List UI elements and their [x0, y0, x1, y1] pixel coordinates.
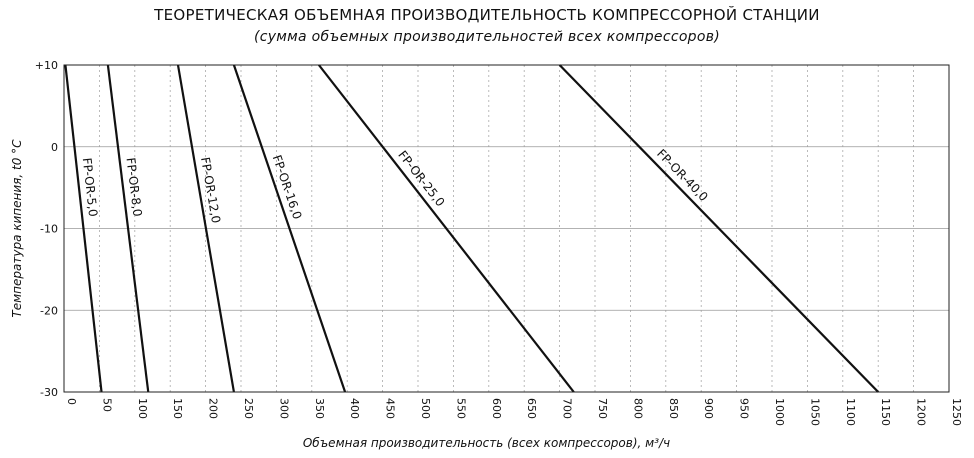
x-tick-label: 650: [525, 398, 538, 419]
series-label: FP-OR-12,0: [198, 156, 223, 224]
x-tick-label: 1000: [773, 398, 786, 426]
x-tick-label: 350: [313, 398, 326, 419]
series-label: FP-OR-40,0: [654, 146, 711, 204]
x-tick-label: 950: [738, 398, 751, 419]
x-tick-label: 1200: [915, 398, 928, 426]
x-tick-label: 850: [667, 398, 680, 419]
x-tick-label: 100: [136, 398, 149, 419]
x-tick-label: 800: [631, 398, 644, 419]
y-tick-label: -10: [40, 223, 58, 236]
x-tick-label: 250: [242, 398, 255, 419]
x-tick-label: 200: [207, 398, 220, 419]
chart-title: ТЕОРЕТИЧЕСКАЯ ОБЪЕМНАЯ ПРОИЗВОДИТЕЛЬНОСТ…: [154, 6, 820, 24]
x-tick-label: 300: [277, 398, 290, 419]
x-tick-label: 750: [596, 398, 609, 419]
y-tick-label: -30: [40, 386, 58, 399]
x-axis-label: Объемная производительность (всех компре…: [303, 436, 670, 450]
x-tick-label: 1250: [950, 398, 963, 426]
series-lines: [64, 64, 879, 393]
x-tick-label: 600: [490, 398, 503, 419]
x-tick-label: 500: [419, 398, 432, 419]
x-tick-label: 0: [65, 398, 78, 405]
series-line: [64, 64, 103, 393]
series-labels: FP-OR-5,0 FP-OR-8,0 FP-OR-12,0 FP-OR-16,0 FP…: [80, 146, 711, 224]
x-tick-label: 1100: [844, 398, 857, 426]
series-line: [106, 64, 150, 393]
plot-frame: [63, 64, 950, 393]
tick-labels: 0 50 100 150 200 250 300 350 400 450 500 550 600 650 7…: [35, 59, 963, 426]
x-tick-label: 150: [171, 398, 184, 419]
chart-subtitle: (сумма объемных производительностей всех…: [253, 29, 721, 45]
series-label: FP-OR-5,0: [80, 157, 100, 217]
grid: [64, 65, 949, 392]
x-tick-label: 50: [100, 398, 113, 412]
x-tick-label: 400: [348, 398, 361, 419]
series-line: [318, 64, 575, 393]
x-tick-label: 700: [561, 398, 574, 419]
x-tick-label: 1050: [808, 398, 821, 426]
series-line: [232, 64, 347, 393]
x-tick-label: 550: [454, 398, 467, 419]
series-line: [176, 64, 236, 393]
x-tick-label: 900: [702, 398, 715, 419]
series-label: FP-OR-25,0: [395, 148, 447, 209]
x-tick-label: 1150: [879, 398, 892, 426]
series-line: [558, 64, 879, 393]
y-tick-label: 0: [51, 141, 58, 154]
y-axis-label: Температура кипения, t0 °C: [10, 139, 24, 318]
x-tick-label: 450: [384, 398, 397, 419]
y-tick-label: -20: [40, 304, 58, 317]
y-tick-label: +10: [35, 59, 58, 72]
